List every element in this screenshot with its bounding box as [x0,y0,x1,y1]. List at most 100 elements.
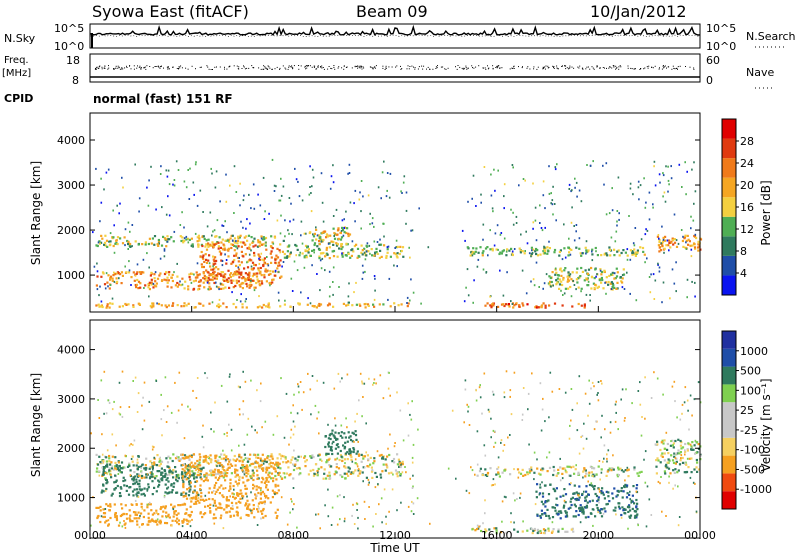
heatmap-cell [518,305,521,308]
heatmap-cell [279,259,282,262]
heatmap-cell [176,275,179,278]
heatmap-cell [650,273,652,276]
heatmap-cell [400,249,403,253]
heatmap-cell [311,168,314,171]
heatmap-cell [378,303,381,306]
heatmap-cell [519,492,522,495]
heatmap-cell [577,302,580,306]
heatmap-cell [233,254,236,257]
colorbar-tick-label: 1000 [740,345,768,358]
heatmap-cell [252,273,256,276]
heatmap-cell [344,466,347,469]
heatmap-cell [395,239,398,242]
heatmap-cell [206,225,209,228]
heatmap-cell [573,492,576,495]
heatmap-cell [691,441,694,444]
heatmap-cell [684,386,687,389]
nave-dot [553,66,554,68]
heatmap-cell [183,305,186,308]
heatmap-cell [153,461,156,464]
nave-dot [252,67,254,69]
heatmap-cell [686,170,688,173]
heatmap-cell [548,304,551,307]
heatmap-cell [203,499,206,502]
heatmap-cell [150,509,153,512]
heatmap-cell [394,469,398,472]
heatmap-cell [673,455,676,458]
heatmap-cell [159,522,162,525]
heatmap-cell [554,490,557,493]
heatmap-cell [521,468,524,471]
heatmap-cell [177,504,180,507]
heatmap-cell [566,530,569,533]
heatmap-cell [490,306,493,309]
heatmap-cell [627,510,630,513]
heatmap-cell [125,517,129,520]
heatmap-cell [633,502,636,505]
heatmap-cell [181,468,184,471]
heatmap-cell [490,417,492,420]
heatmap-cell [339,449,342,453]
heatmap-cell [271,158,274,161]
heatmap-cell [534,503,537,506]
date-title: 10/Jan/2012 [590,2,687,21]
heatmap-cell [141,474,144,478]
heatmap-cell [554,509,557,512]
heatmap-cell [264,244,267,247]
heatmap-cell [407,505,410,508]
nave-dot [492,67,494,69]
heatmap-cell [245,306,248,309]
heatmap-cell [176,455,178,458]
heatmap-cell [568,237,570,240]
heatmap-cell [213,267,216,270]
heatmap-cell [219,200,221,203]
heatmap-cell [663,251,665,254]
heatmap-cell [489,229,491,232]
nave-dot [644,67,646,69]
nave-dot [117,65,119,67]
heatmap-cell [124,228,127,231]
heatmap-cell [220,271,223,274]
heatmap-cell [685,241,687,244]
heatmap-cell [240,220,242,223]
heatmap-cell [534,219,537,222]
heatmap-cell [209,265,212,268]
colorbar-segment [722,177,736,198]
heatmap-cell [327,423,329,426]
heatmap-cell [492,210,494,213]
heatmap-cell [357,453,361,456]
heatmap-cell [194,306,197,309]
heatmap-cell [386,248,389,251]
nave-dot [675,68,677,69]
heatmap-cell [229,478,232,481]
heatmap-cell [673,471,676,474]
heatmap-cell [666,442,669,446]
heatmap-cell [252,267,255,270]
heatmap-cell [610,273,613,276]
heatmap-cell [254,244,257,247]
heatmap-cell [580,287,583,290]
heatmap-cell [208,302,211,305]
heatmap-cell [329,285,331,288]
heatmap-cell [667,179,670,182]
heatmap-cell [276,256,280,259]
heatmap-cell [481,254,484,257]
heatmap-cell [260,237,263,240]
heatmap-cell [121,274,124,277]
nave-dot [513,66,515,68]
colorbar-segment [722,216,736,237]
heatmap-cell [96,516,99,520]
heatmap-cell [209,211,212,214]
heatmap-cell [120,471,123,474]
heatmap-cell [221,224,223,227]
heatmap-cell [257,453,260,456]
heatmap-cell [129,486,132,489]
heatmap-cell [131,455,134,458]
heatmap-cell [569,253,572,256]
heatmap-cell [173,512,176,515]
heatmap-cell [465,286,467,289]
heatmap-cell [476,430,479,433]
heatmap-cell [545,514,548,517]
heatmap-cell [213,229,216,232]
heatmap-cell [539,483,541,486]
